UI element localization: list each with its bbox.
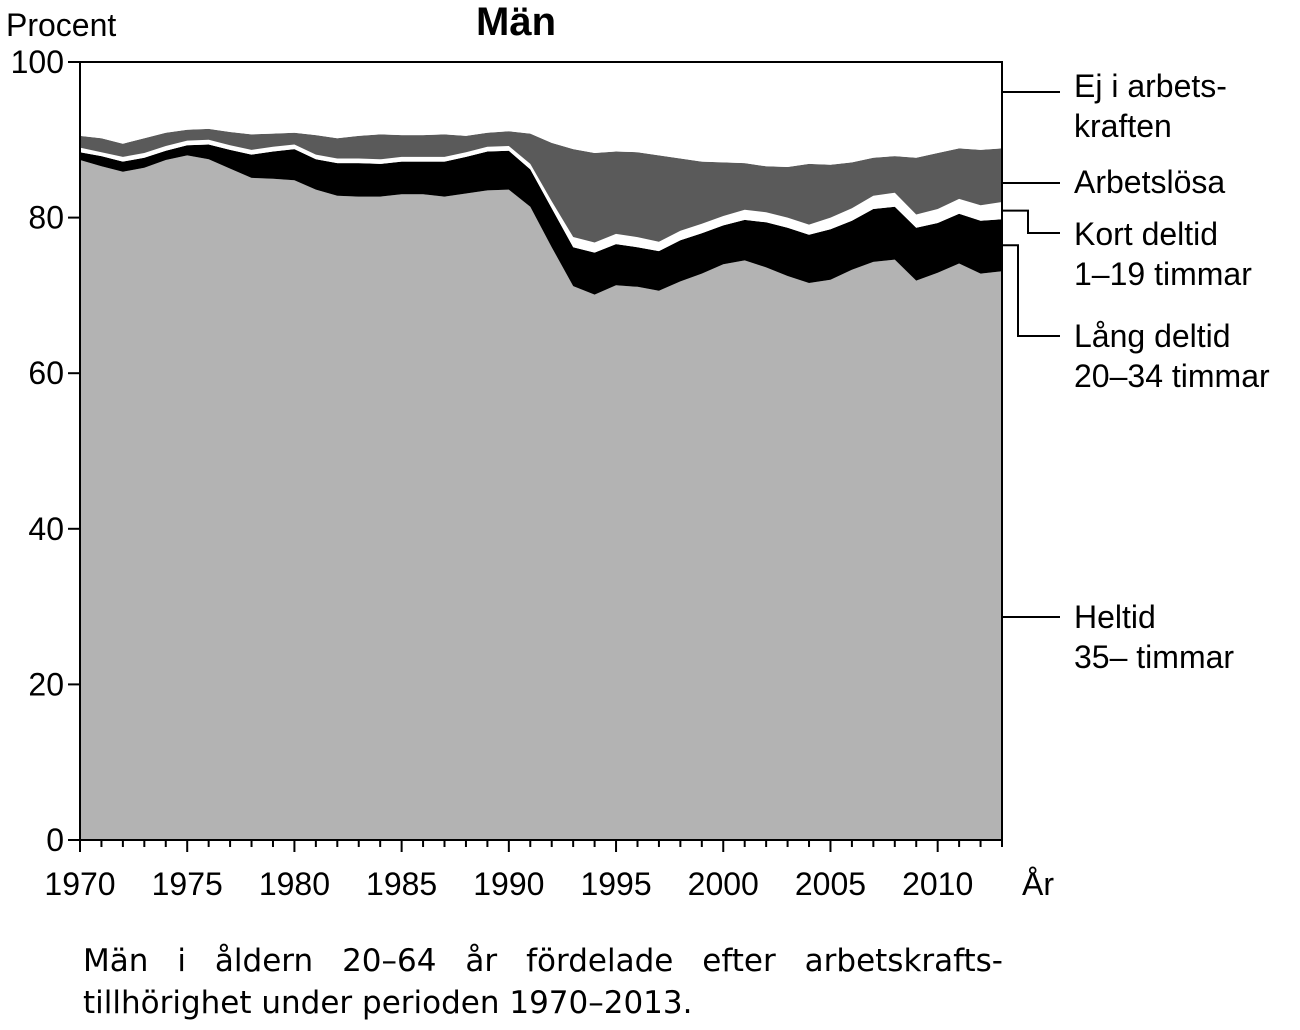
chart-title: Män (476, 0, 556, 44)
legend-label: 35– timmar (1074, 639, 1234, 675)
legend-label: kraften (1074, 108, 1172, 144)
y-tick-label: 100 (11, 44, 64, 80)
x-tick-label: 1970 (44, 866, 115, 902)
y-axis-label: Procent (6, 7, 116, 43)
x-axis: 1970 1975 1980 1985 1990 1995 2000 2005 2010 (44, 840, 1003, 902)
legend-label: Heltid (1074, 599, 1156, 635)
y-tick-label: 80 (28, 200, 64, 236)
x-tick-label: 1985 (366, 866, 437, 902)
area-series-3 (80, 128, 1002, 243)
legend-leader-line (1002, 209, 1060, 234)
legend-label: Ej i arbets- (1074, 68, 1227, 104)
figure-caption: Män i åldern 20–64 år fördelade efter ar… (83, 943, 1003, 1021)
area-series-1 (80, 144, 1002, 295)
y-tick-label: 0 (46, 822, 64, 858)
stacked-areas (80, 62, 1002, 840)
y-tick-label: 40 (28, 511, 64, 547)
x-tick-label: 2010 (902, 866, 973, 902)
y-axis: 0 20 40 60 80 100 (11, 44, 80, 858)
area-series-0 (80, 155, 1002, 840)
legend-label: 20–34 timmar (1074, 358, 1270, 394)
x-tick-label: 2005 (795, 866, 866, 902)
x-axis-label: År (1022, 866, 1054, 902)
legend-label: Lång deltid (1074, 318, 1231, 354)
legend-label: Kort deltid (1074, 216, 1218, 252)
chart: 0 20 40 60 80 100 1970 1975 1980 1985 1990 1995 200… (6, 0, 1270, 902)
plot-frame (79, 61, 1003, 841)
x-tick-label: 1990 (473, 866, 544, 902)
y-tick-label: 60 (28, 355, 64, 391)
x-tick-label: 1980 (259, 866, 330, 902)
area-series-4 (80, 62, 1002, 167)
x-tick-label: 1995 (580, 866, 651, 902)
legend-label: 1–19 timmar (1074, 256, 1252, 292)
legend-leader-line (1002, 244, 1060, 337)
x-tick-label: 1975 (152, 866, 223, 902)
legend: Ej i arbets-kraften Arbetslösa Kort deltid… (1002, 68, 1270, 675)
legend-label: Arbetslösa (1074, 164, 1225, 200)
x-tick-label: 2000 (688, 866, 759, 902)
y-tick-label: 20 (28, 666, 64, 702)
